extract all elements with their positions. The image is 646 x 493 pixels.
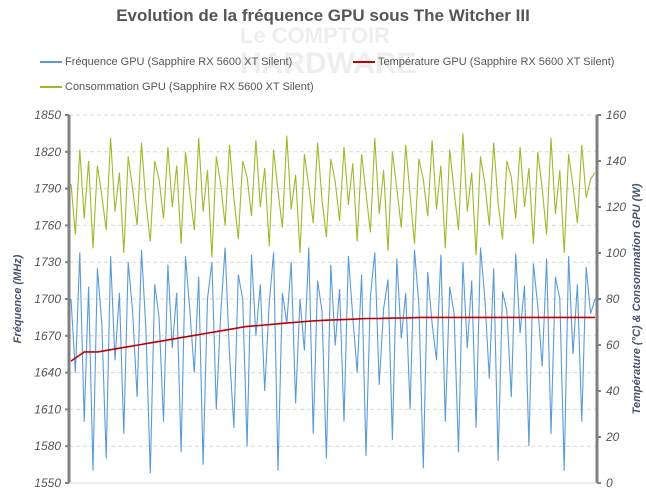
chart-title: Evolution de la fréquence GPU sous The W… bbox=[116, 6, 530, 25]
y2-tick-label: 40 bbox=[606, 384, 620, 398]
legend-item-temperature: Température GPU (Sapphire RX 5600 XT Sil… bbox=[353, 56, 614, 68]
legend-label: Fréquence GPU (Sapphire RX 5600 XT Silen… bbox=[65, 56, 293, 68]
legend-swatch bbox=[40, 86, 62, 88]
y2-tick-label: 120 bbox=[606, 200, 626, 214]
legend-swatch bbox=[353, 61, 375, 63]
legend-label: Consommation GPU (Sapphire RX 5600 XT Si… bbox=[65, 81, 314, 93]
y2-tick-label: 160 bbox=[606, 108, 626, 122]
legend-label: Température GPU (Sapphire RX 5600 XT Sil… bbox=[378, 56, 615, 68]
y-tick-label: 1730 bbox=[34, 255, 61, 269]
y2-tick-label: 100 bbox=[606, 246, 626, 260]
y2-axis-title: Température (°C) & Consommation GPU (W) bbox=[631, 183, 643, 414]
y-tick-label: 1850 bbox=[34, 108, 61, 122]
frequency-series-line bbox=[70, 247, 596, 474]
y2-tick-label: 0 bbox=[606, 476, 613, 490]
legend-item-power: Consommation GPU (Sapphire RX 5600 XT Si… bbox=[40, 81, 314, 93]
y2-tick-label: 80 bbox=[606, 292, 620, 306]
y-tick-label: 1700 bbox=[34, 292, 61, 306]
y2-tick-label: 60 bbox=[606, 338, 620, 352]
y-tick-label: 1760 bbox=[34, 218, 61, 232]
y-tick-label: 1790 bbox=[34, 182, 61, 196]
y-tick-label: 1820 bbox=[34, 145, 61, 159]
y-tick-label: 1670 bbox=[34, 329, 61, 343]
power-series-line bbox=[70, 133, 596, 258]
temperature-series-line bbox=[70, 316, 595, 362]
y-tick-label: 1580 bbox=[34, 439, 61, 453]
y-tick-label: 1610 bbox=[34, 402, 61, 416]
legend-item-frequency: Fréquence GPU (Sapphire RX 5600 XT Silen… bbox=[40, 56, 292, 68]
y-axis-title: Fréquence (MHz) bbox=[12, 254, 24, 343]
y-tick-label: 1640 bbox=[34, 366, 61, 380]
legend-swatch bbox=[40, 61, 62, 63]
y-tick-label: 1550 bbox=[34, 476, 61, 490]
y2-tick-label: 20 bbox=[605, 430, 620, 444]
y2-tick-label: 140 bbox=[606, 154, 626, 168]
